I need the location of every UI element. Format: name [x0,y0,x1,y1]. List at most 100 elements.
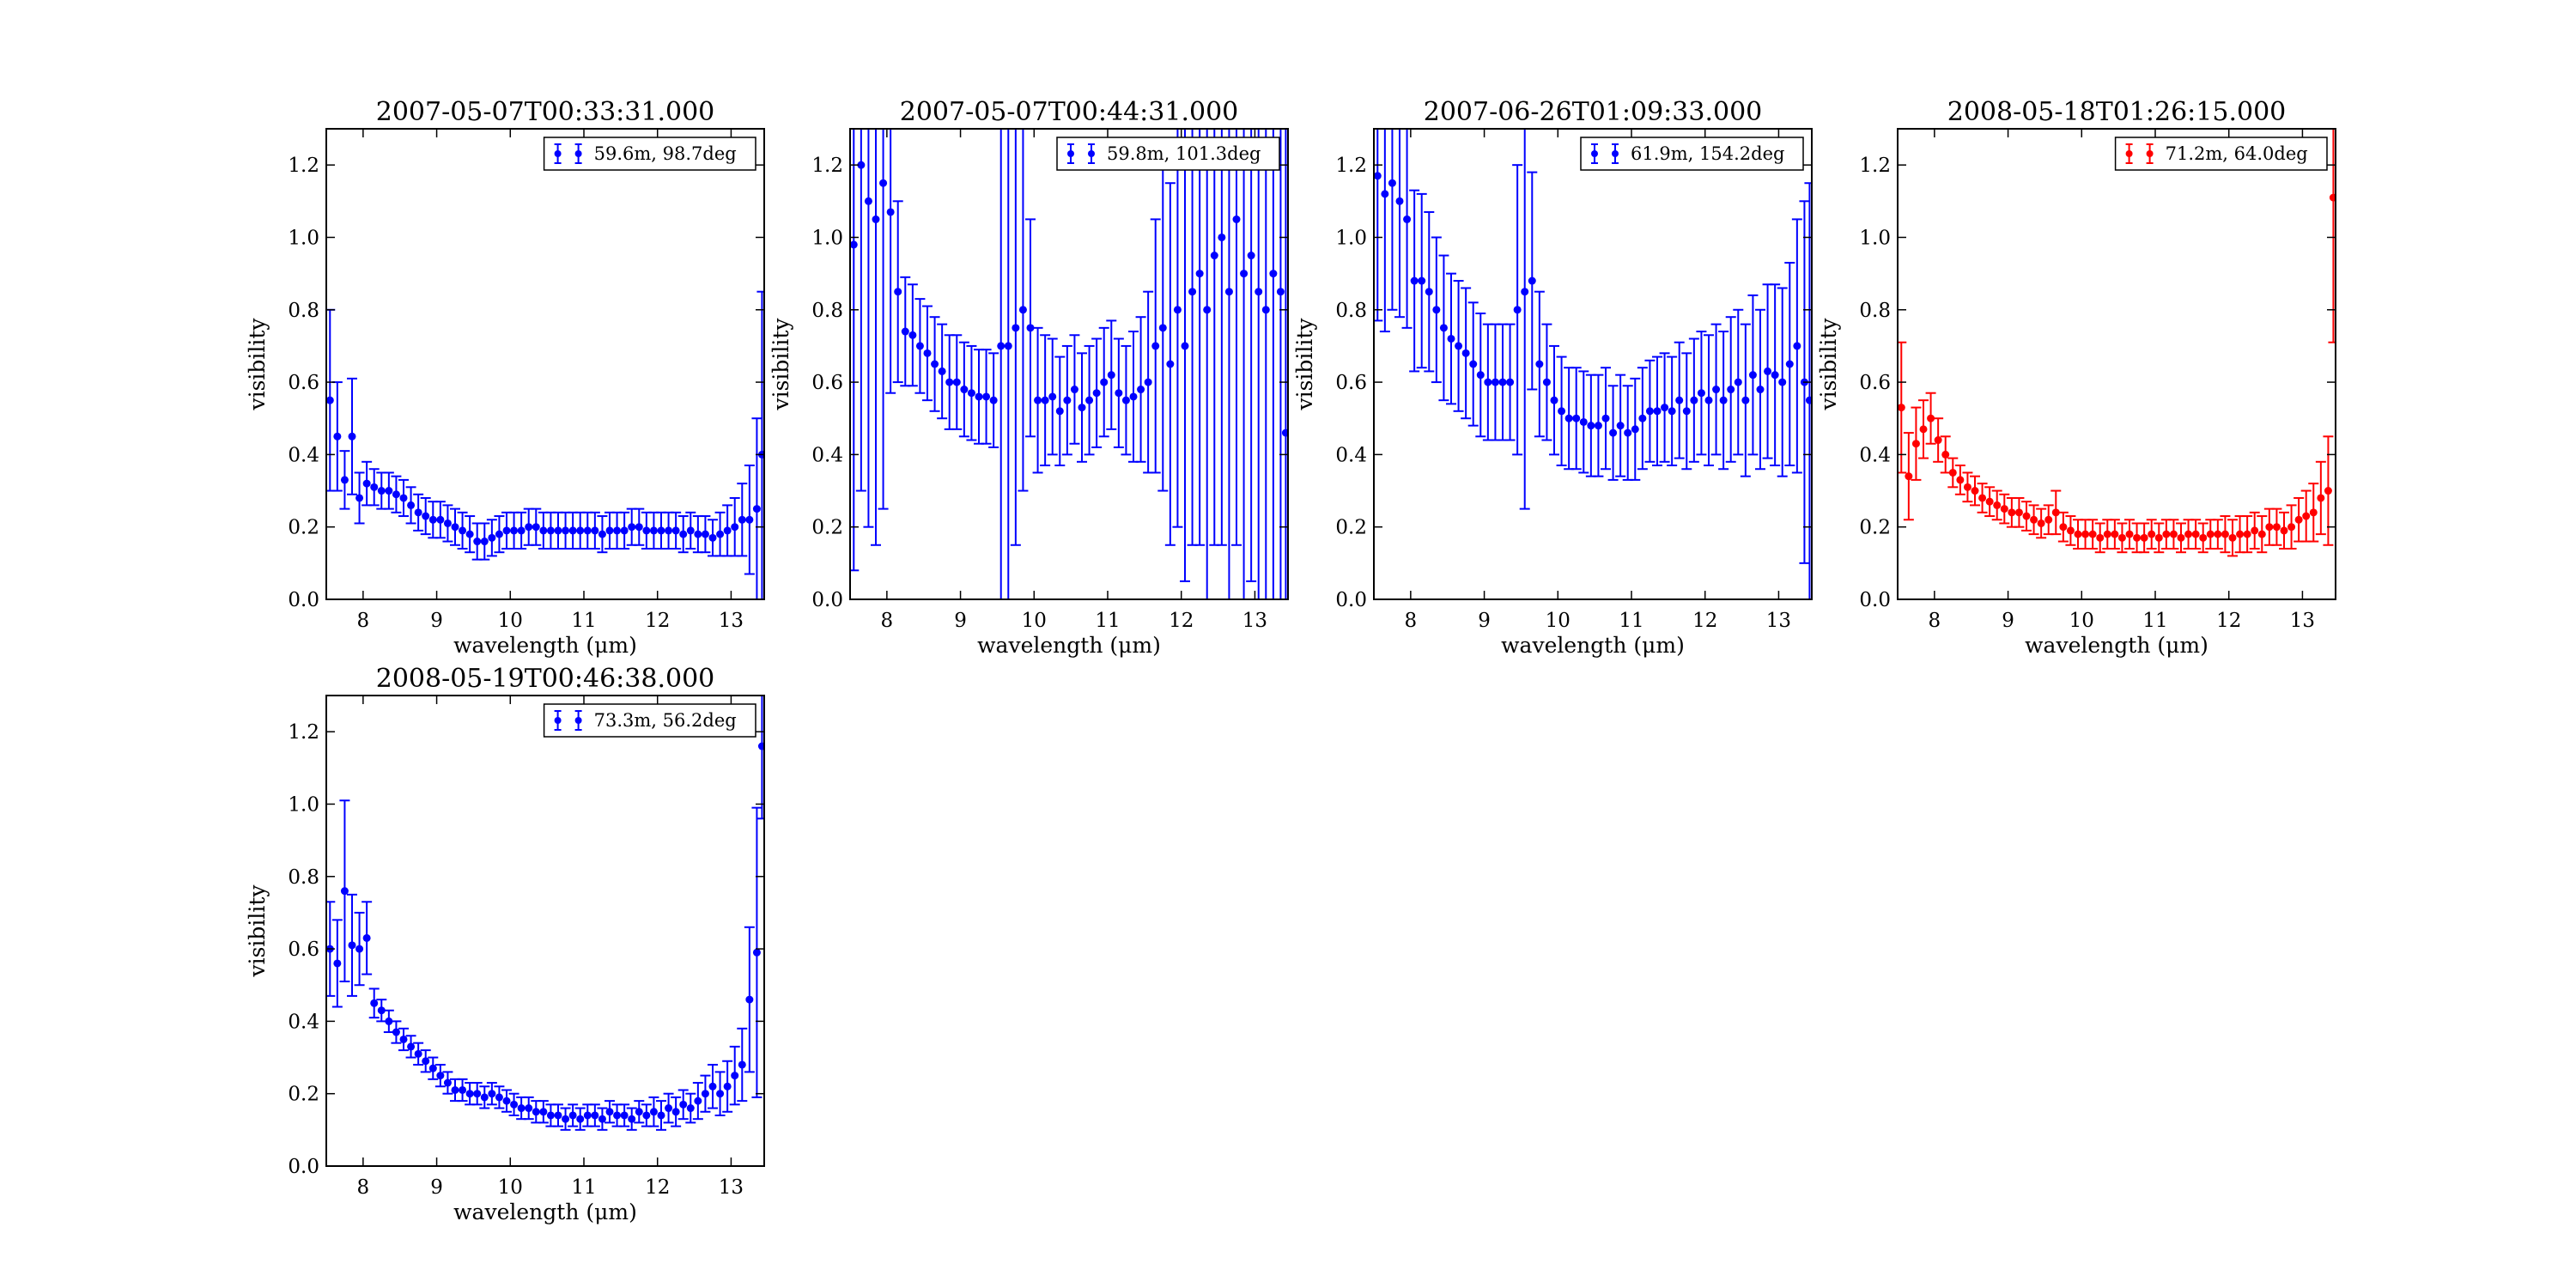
data-point [495,1093,503,1102]
data-point [1240,270,1249,278]
data-point [1941,450,1950,459]
data-point [967,389,975,398]
legend: 59.8m, 101.3deg [1056,137,1280,171]
y-tick-label: 0.2 [811,517,843,539]
data-point [428,515,437,524]
data-point [348,432,356,440]
legend-box [2114,137,2328,171]
data-point [1418,276,1426,285]
data-point [1070,386,1078,394]
data-point [989,396,998,404]
data-point [679,1100,688,1109]
legend: 61.9m, 154.2deg [1580,137,1804,171]
data-point [502,1097,511,1105]
data-point [1756,386,1765,394]
data-point [1993,501,2002,509]
x-tick-label: 10 [498,610,523,632]
data-point [2066,526,2075,535]
data-point [1381,190,1389,198]
data-point [348,941,356,950]
data-point [1218,233,1226,241]
y-tick-label: 0.6 [1859,372,1891,394]
data-point [850,240,858,249]
data-point [539,1108,548,1116]
data-point [1748,371,1757,380]
data-point [1425,288,1433,296]
data-point [465,1090,474,1098]
data-point [752,948,761,957]
x-tick-label: 10 [1546,610,1571,632]
data-point [473,1090,482,1098]
data-point [2251,526,2259,535]
y-tick-label: 0.2 [288,517,319,539]
chart-panel-2: 8 9 10 11 12 13 0.0 0.2 0.4 0.6 0.8 1.0 1.2 2007-05-0… [769,97,1289,658]
data-point [2140,533,2148,542]
data-point [628,1115,636,1123]
data-point [686,1104,695,1113]
data-point [2044,515,2053,524]
data-point [1535,360,1544,368]
data-point [2280,526,2288,535]
data-point [1224,288,1233,296]
data-point [362,479,371,488]
data-point [392,1028,400,1036]
data-point [723,526,732,535]
data-point [613,526,622,535]
data-point [982,392,991,401]
y-tick-label: 1.0 [288,227,319,249]
y-axis-label: visibility [245,318,270,411]
data-point [2081,530,2090,538]
data-point [1388,179,1396,187]
data-point [701,1090,709,1098]
data-point [701,530,709,538]
y-tick-label: 0.0 [1335,589,1367,611]
legend-marker-point [574,150,582,157]
data-point [1645,407,1654,416]
x-tick-label: 11 [1095,610,1120,632]
y-tick-label: 1.2 [1859,155,1891,177]
y-tick-label: 0.6 [288,372,319,394]
data-point [591,1111,599,1120]
data-point [1048,392,1057,401]
data-point [1395,197,1404,205]
data-point [1919,425,1928,434]
legend-label: 61.9m, 154.2deg [1631,143,1784,164]
data-point [370,483,379,491]
legend: 73.3m, 56.2deg [543,703,756,738]
data-point [562,1115,570,1123]
y-tick-label: 0.8 [1859,300,1891,322]
y-tick-label: 0.8 [1335,300,1367,322]
data-point [1609,428,1618,437]
data-point [1469,360,1478,368]
y-tick-label: 0.6 [1335,372,1367,394]
data-point [436,515,445,524]
data-point [635,523,643,532]
data-point [1734,378,1742,386]
data-point [2117,533,2126,542]
data-point [2103,530,2111,538]
data-point [1461,349,1470,357]
data-point [2272,523,2281,532]
data-point [1269,270,1278,278]
data-point [1247,252,1255,260]
data-point [414,508,422,517]
data-point [1719,396,1728,404]
data-point [525,1104,533,1113]
data-point [1100,378,1109,386]
x-tick-label: 12 [645,610,670,632]
data-point [2317,494,2325,502]
data-point [745,515,754,524]
data-point [738,515,746,524]
data-point [392,490,400,499]
data-point [422,512,430,520]
data-point [1210,252,1218,260]
data-point [1911,440,1920,448]
x-tick-label: 8 [357,610,370,632]
chart-title: 2007-05-07T00:33:31.000 [376,97,715,127]
legend-label: 59.6m, 98.7deg [594,143,737,164]
data-point [879,179,888,187]
data-point [1934,436,1942,445]
data-point [377,487,386,495]
data-point [872,215,880,223]
